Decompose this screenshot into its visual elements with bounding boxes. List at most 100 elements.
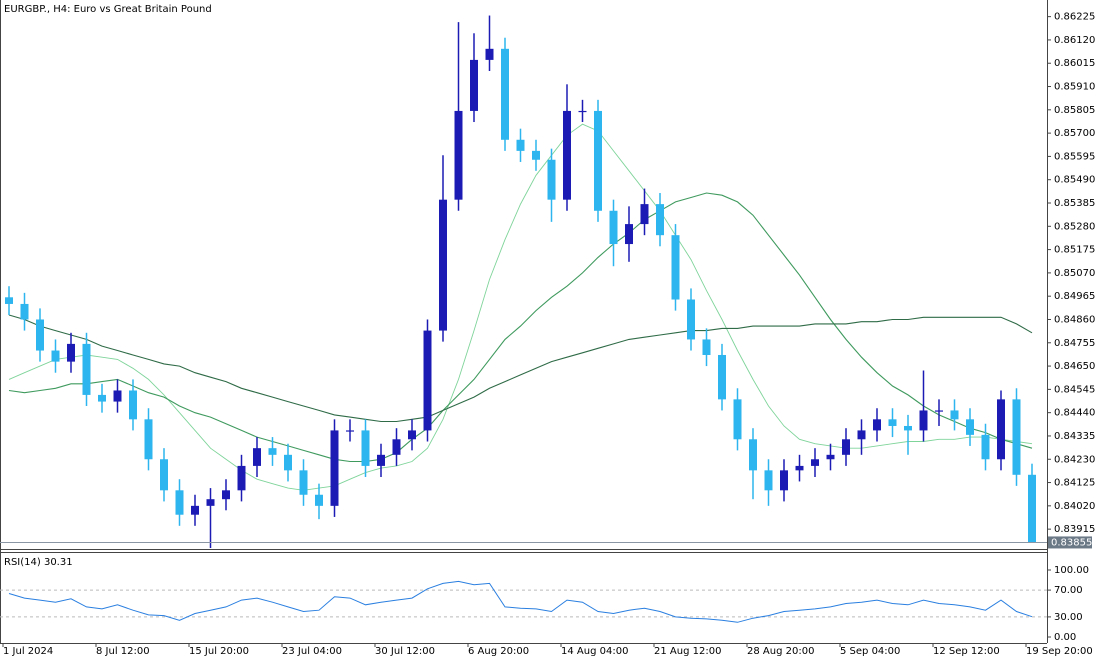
candle-body (392, 439, 401, 455)
y-tick-label: 100.00 (1054, 565, 1089, 576)
indicator-line (8, 192, 1033, 463)
candle-body (501, 48, 509, 140)
candle-body (470, 59, 478, 111)
candle-body (873, 419, 881, 431)
y-tick-label: 0.84335 (1054, 431, 1095, 442)
candle-body (904, 425, 912, 431)
candle-body (485, 48, 494, 60)
candle-body (563, 110, 571, 200)
candle-body (1028, 474, 1036, 543)
candle-body (702, 339, 711, 355)
candle-body (625, 224, 633, 245)
candle-body (826, 454, 835, 460)
candle-body (82, 343, 91, 395)
candle-body (718, 354, 726, 400)
y-tick-label: 30.00 (1054, 612, 1083, 623)
y-tick-label: 0.85070 (1054, 268, 1095, 279)
x-tick-label: 30 Jul 12:00 (375, 646, 435, 657)
x-tick-label: 23 Jul 04:00 (282, 646, 342, 657)
y-tick-label: 0.84440 (1054, 408, 1095, 419)
indicator-title: RSI(14) 30.31 (4, 557, 73, 568)
x-tick-label: 14 Aug 04:00 (561, 646, 628, 657)
candle-body (144, 419, 153, 460)
x-tick-label: 5 Sep 04:00 (840, 646, 900, 657)
x-tick-label: 12 Sep 12:00 (933, 646, 1000, 657)
candle-body (113, 390, 122, 402)
candle-body (687, 299, 695, 340)
x-tick-label: 15 Jul 20:00 (189, 646, 249, 657)
y-tick-label: 0.85385 (1054, 198, 1095, 209)
y-tick-label: 0.84545 (1054, 384, 1095, 395)
candle-body (408, 430, 416, 440)
candle-body (640, 204, 649, 225)
indicator-line (8, 580, 1033, 623)
candle-body (206, 499, 215, 506)
candle-body (935, 410, 943, 412)
candle-body (966, 419, 974, 435)
candle-body (811, 459, 819, 466)
x-tick-label: 6 Aug 20:00 (468, 646, 529, 657)
candle-body (36, 319, 44, 351)
candle-body (950, 410, 959, 420)
y-tick-label: 0.84125 (1054, 478, 1095, 489)
candle-body (1012, 399, 1021, 475)
candle-body (656, 204, 664, 236)
y-tick-label: 0.83915 (1054, 524, 1095, 535)
x-tick-label: 21 Aug 12:00 (654, 646, 721, 657)
candle-body (191, 505, 199, 515)
candle-body (175, 490, 184, 515)
candle-body (268, 448, 277, 455)
candle-body (857, 430, 866, 440)
y-tick-label: 0.86120 (1054, 35, 1095, 46)
candle-body (377, 454, 385, 466)
candle-body (997, 399, 1005, 460)
y-tick-label: 0.84650 (1054, 361, 1095, 372)
candle-body (98, 394, 106, 402)
candle-body (67, 343, 75, 362)
current-price-box (1048, 536, 1092, 549)
x-tick-label: 8 Jul 12:00 (96, 646, 150, 657)
y-tick-label: 0.86015 (1054, 58, 1095, 69)
candle-body (795, 465, 804, 471)
chart-title: EURGBP., H4: Euro vs Great Britain Pound (4, 4, 212, 15)
y-tick-label: 0.85175 (1054, 245, 1095, 256)
candle-body (532, 150, 540, 160)
y-tick-label: 0.85910 (1054, 82, 1095, 93)
y-tick-label: 0.84860 (1054, 314, 1095, 325)
candle-body (51, 350, 60, 362)
candle-body (780, 470, 788, 491)
candle-body (764, 470, 773, 491)
candle-body (299, 470, 308, 495)
x-tick-label: 19 Sep 20:00 (1026, 646, 1093, 657)
candle-body (516, 139, 525, 151)
candle-body (330, 430, 339, 506)
y-tick-label: 70.00 (1054, 585, 1083, 596)
y-tick-label: 0.85805 (1054, 105, 1095, 116)
candle-body (733, 399, 742, 440)
candle-body (981, 434, 990, 460)
candle-body (671, 235, 680, 300)
candle-body (842, 439, 850, 455)
y-tick-label: 0.00 (1054, 632, 1076, 643)
y-tick-label: 0.85595 (1054, 151, 1095, 162)
candle-body (222, 490, 230, 500)
current-price-label: 0.83855 (1051, 537, 1092, 548)
candle-body (423, 330, 432, 431)
candle-body (919, 410, 928, 431)
y-tick-label: 0.85700 (1054, 128, 1095, 139)
candle-body (284, 454, 292, 471)
candle-body (578, 110, 587, 113)
candle-body (20, 303, 29, 320)
y-tick-label: 0.84020 (1054, 501, 1095, 512)
candle-body (888, 419, 897, 426)
candle-body (749, 439, 757, 471)
candle-body (237, 465, 246, 491)
candle-body (315, 494, 323, 506)
candle-body (439, 199, 447, 331)
y-tick-label: 0.85280 (1054, 221, 1095, 232)
x-tick-label: 1 Jul 2024 (3, 646, 53, 657)
candle-body (346, 430, 354, 432)
candle-body (609, 210, 618, 245)
